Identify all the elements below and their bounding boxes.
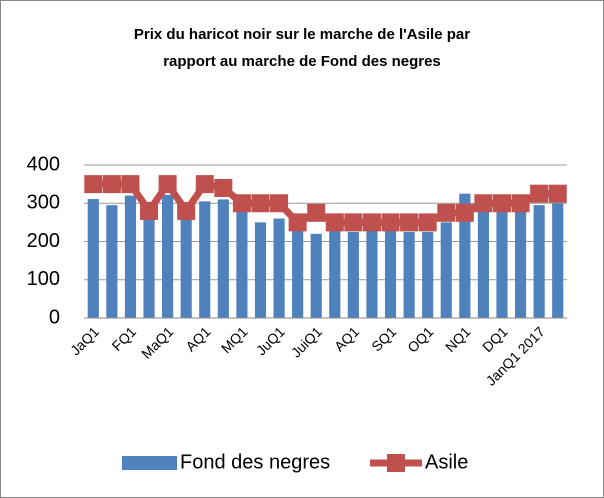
bar — [440, 222, 452, 318]
marker — [270, 194, 289, 213]
chart-title: Prix du haricot noir sur le marche de l'… — [134, 26, 470, 43]
marker — [418, 213, 437, 232]
bar — [552, 203, 564, 318]
marker — [195, 175, 214, 194]
bar — [422, 231, 434, 318]
marker — [158, 175, 177, 194]
bar — [199, 201, 211, 318]
bar — [87, 199, 99, 318]
marker — [492, 194, 511, 213]
marker — [437, 203, 456, 222]
legend-label: Asile — [425, 451, 468, 473]
marker — [400, 213, 419, 232]
marker — [511, 194, 530, 213]
marker — [548, 184, 567, 203]
bar — [514, 208, 527, 318]
marker — [530, 184, 549, 203]
bar — [180, 209, 192, 318]
y-tick-label: 400 — [27, 153, 60, 175]
marker — [102, 175, 121, 194]
bar — [143, 210, 155, 318]
legend-swatch — [387, 454, 405, 472]
marker — [381, 213, 400, 232]
marker — [362, 213, 381, 232]
bar — [124, 195, 137, 318]
bar — [236, 210, 248, 318]
chart-title: rapport au marche de Fond des negres — [163, 53, 441, 70]
marker — [177, 201, 196, 220]
marker — [288, 213, 307, 232]
marker — [251, 194, 270, 213]
bar — [273, 218, 285, 318]
bar — [384, 230, 397, 318]
bar — [292, 228, 304, 318]
marker — [325, 213, 344, 232]
bar — [310, 233, 322, 318]
bar — [477, 208, 489, 318]
bar — [329, 230, 341, 318]
marker — [474, 194, 493, 213]
marker — [455, 203, 474, 222]
marker — [121, 175, 140, 194]
bar — [217, 199, 229, 318]
marker — [307, 203, 326, 222]
bar — [106, 205, 118, 318]
y-tick-label: 300 — [27, 192, 60, 214]
legend-label: Fond des negres — [180, 451, 330, 473]
y-tick-label: 200 — [27, 230, 60, 252]
bar — [403, 231, 415, 318]
marker — [84, 175, 103, 194]
bar — [347, 231, 359, 318]
marker — [344, 213, 363, 232]
bar — [254, 222, 267, 318]
y-tick-label: 100 — [27, 268, 60, 290]
bar — [459, 193, 471, 318]
marker — [214, 178, 233, 197]
bar — [533, 205, 545, 318]
bar — [496, 208, 508, 318]
marker — [232, 194, 251, 213]
legend-swatch — [122, 456, 177, 470]
bar — [366, 230, 378, 318]
marker — [140, 201, 159, 220]
y-tick-label: 0 — [49, 306, 60, 328]
bar — [162, 194, 174, 318]
